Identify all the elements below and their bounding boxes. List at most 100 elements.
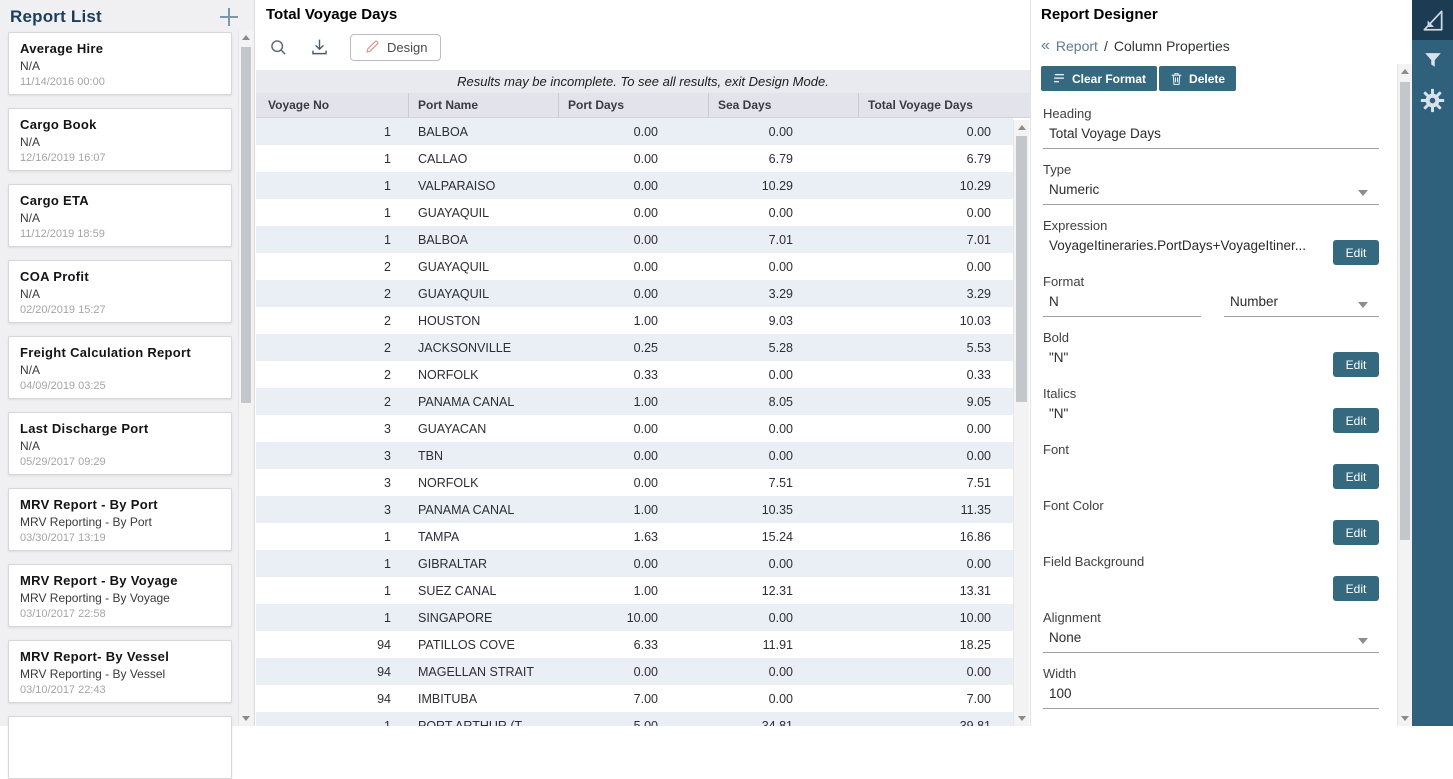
tool-select-mode[interactable] (1412, 0, 1453, 40)
report-title-heading: Total Voyage Days (266, 6, 398, 23)
format-input[interactable]: N (1043, 294, 1201, 317)
expression-edit-button[interactable]: Edit (1333, 240, 1379, 265)
breadcrumb-report-link[interactable]: Report (1055, 38, 1098, 54)
design-button[interactable]: Design (350, 33, 442, 61)
column-header[interactable]: Total Voyage Days (868, 98, 973, 112)
alignment-label: Alignment (1043, 610, 1101, 625)
scroll-down-icon[interactable] (1018, 716, 1026, 721)
bold-edit-button[interactable]: Edit (1333, 352, 1379, 377)
report-card[interactable]: MRV Report- By Vessel MRV Reporting - By … (8, 640, 232, 703)
table-row[interactable]: 1 BALBOA 0.00 7.01 7.01 (256, 226, 1013, 253)
table-cell: TAMPA (418, 529, 460, 544)
table-cell: TBN (418, 448, 443, 463)
column-header[interactable]: Sea Days (709, 93, 859, 117)
table-cell: 11.35 (960, 502, 991, 517)
table-row[interactable]: 1 PORT ARTHUR (T 5.00 34.81 39.81 (256, 712, 1013, 726)
search-icon[interactable] (268, 37, 289, 58)
font-color-edit-button[interactable]: Edit (1333, 520, 1379, 545)
delete-button[interactable]: Delete (1159, 66, 1237, 91)
column-header[interactable]: Port Name (409, 93, 559, 117)
report-title: MRV Report- By Vessel (20, 649, 170, 664)
scroll-up-icon[interactable] (1401, 69, 1409, 74)
table-cell: 3.29 (966, 286, 991, 301)
report-card[interactable]: Freight Calculation Report N/A 04/09/2019 … (8, 336, 232, 399)
table-row[interactable]: 1 TAMPA 1.63 15.24 16.86 (256, 523, 1013, 550)
table-row[interactable]: 1 SINGAPORE 10.00 0.00 10.00 (256, 604, 1013, 631)
tool-filter[interactable] (1412, 40, 1453, 80)
column-header[interactable]: Port Days (559, 93, 709, 117)
font-edit-button[interactable]: Edit (1333, 464, 1379, 489)
table-row[interactable]: 2 GUAYAQUIL 0.00 0.00 0.00 (256, 253, 1013, 280)
report-card[interactable]: Last Discharge Port N/A 05/29/2017 09:29 (8, 412, 232, 475)
width-input[interactable]: 100 (1043, 686, 1379, 709)
download-icon[interactable] (309, 37, 330, 58)
report-card-partial[interactable] (8, 716, 232, 779)
table-cell: 1 (384, 232, 391, 247)
table-cell: NORFOLK (418, 367, 479, 382)
report-card[interactable]: MRV Report - By Port MRV Reporting - By P… (8, 488, 232, 551)
format-type-select[interactable]: Number (1224, 294, 1379, 317)
table-row[interactable]: 1 GIBRALTAR 0.00 0.00 0.00 (256, 550, 1013, 577)
report-card[interactable]: Cargo ETA N/A 11/12/2019 18:59 (8, 184, 232, 247)
table-row[interactable]: 1 SUEZ CANAL 1.00 12.31 13.31 (256, 577, 1013, 604)
report-title: Average Hire (20, 41, 104, 56)
table-cell: CALLAO (418, 151, 468, 166)
italics-edit-button[interactable]: Edit (1333, 408, 1379, 433)
table-row[interactable]: 3 NORFOLK 0.00 7.51 7.51 (256, 469, 1013, 496)
table-cell: 3 (384, 475, 391, 490)
set-square-icon (1422, 10, 1443, 31)
alignment-select[interactable]: None (1043, 630, 1379, 653)
table-row[interactable]: 2 HOUSTON 1.00 9.03 10.03 (256, 307, 1013, 334)
table-cell: 1 (384, 205, 391, 220)
table-cell: 16.86 (959, 529, 991, 544)
table-row[interactable]: 94 PATILLOS COVE 6.33 11.91 18.25 (256, 631, 1013, 658)
table-row[interactable]: 1 VALPARAISO 0.00 10.29 10.29 (256, 172, 1013, 199)
table-cell: PANAMA CANAL (418, 394, 515, 409)
back-chevrons-icon[interactable]: « (1041, 37, 1050, 54)
field-background-edit-button[interactable]: Edit (1333, 576, 1379, 601)
table-row[interactable]: 1 CALLAO 0.00 6.79 6.79 (256, 145, 1013, 172)
scrollbar-thumb[interactable] (1016, 136, 1027, 402)
type-select[interactable]: Numeric (1043, 182, 1379, 205)
heading-input[interactable]: Total Voyage Days (1043, 126, 1379, 149)
table-cell: 0.00 (768, 367, 793, 382)
table-row[interactable]: 94 MAGELLAN STRAIT 0.00 0.00 0.00 (256, 658, 1013, 685)
table-row[interactable]: 3 TBN 0.00 0.00 0.00 (256, 442, 1013, 469)
table-row[interactable]: 1 BALBOA 0.00 0.00 0.00 (256, 118, 1013, 145)
table-cell: 0.00 (768, 124, 793, 139)
heading-label: Heading (1043, 106, 1092, 121)
report-card[interactable]: COA Profit N/A 02/20/2019 15:27 (8, 260, 232, 323)
table-row[interactable]: 1 GUAYAQUIL 0.00 0.00 0.00 (256, 199, 1013, 226)
report-card[interactable]: MRV Report - By Voyage MRV Reporting - By… (8, 564, 232, 627)
report-card[interactable]: Cargo Book N/A 12/16/2019 16:07 (8, 108, 232, 171)
table-row[interactable]: 3 GUAYACAN 0.00 0.00 0.00 (256, 415, 1013, 442)
table-scrollbar[interactable] (1013, 120, 1029, 726)
scroll-up-icon[interactable] (242, 35, 250, 40)
designer-scrollbar[interactable] (1397, 64, 1412, 726)
table-row[interactable]: 2 PANAMA CANAL 1.00 8.05 9.05 (256, 388, 1013, 415)
scrollbar-thumb[interactable] (1400, 82, 1410, 540)
report-list-header: Report List (10, 4, 240, 30)
add-report-icon[interactable] (218, 6, 240, 28)
report-list-scrollbar[interactable] (238, 30, 253, 726)
expression-label: Expression (1043, 218, 1108, 233)
table-row[interactable]: 94 IMBITUBA 7.00 0.00 7.00 (256, 685, 1013, 712)
table-row[interactable]: 2 GUAYAQUIL 0.00 3.29 3.29 (256, 280, 1013, 307)
table-cell: 1.00 (633, 313, 658, 328)
scrollbar-thumb[interactable] (241, 47, 251, 403)
clear-format-button[interactable]: Clear Format (1041, 66, 1158, 91)
table-body: 1 BALBOA 0.00 0.00 0.00 1 CALLAO 0.00 6.79 6.79 1 V… (256, 118, 1013, 726)
scroll-down-icon[interactable] (1401, 716, 1409, 721)
table-row[interactable]: 2 JACKSONVILLE 0.25 5.28 5.53 (256, 334, 1013, 361)
table-row[interactable]: 3 PANAMA CANAL 1.00 10.35 11.35 (256, 496, 1013, 523)
scroll-down-icon[interactable] (242, 716, 250, 721)
report-card[interactable]: Average Hire N/A 11/14/2016 00:00 (8, 32, 232, 95)
report-title: MRV Report - By Port (20, 497, 158, 512)
chevron-down-icon (1358, 302, 1368, 308)
table-cell: HOUSTON (418, 313, 481, 328)
scroll-up-icon[interactable] (1018, 125, 1026, 130)
table-row[interactable]: 2 NORFOLK 0.33 0.00 0.33 (256, 361, 1013, 388)
tool-settings[interactable] (1412, 80, 1453, 120)
table-cell: 0.00 (966, 664, 991, 679)
column-header[interactable]: Voyage No (256, 93, 409, 117)
